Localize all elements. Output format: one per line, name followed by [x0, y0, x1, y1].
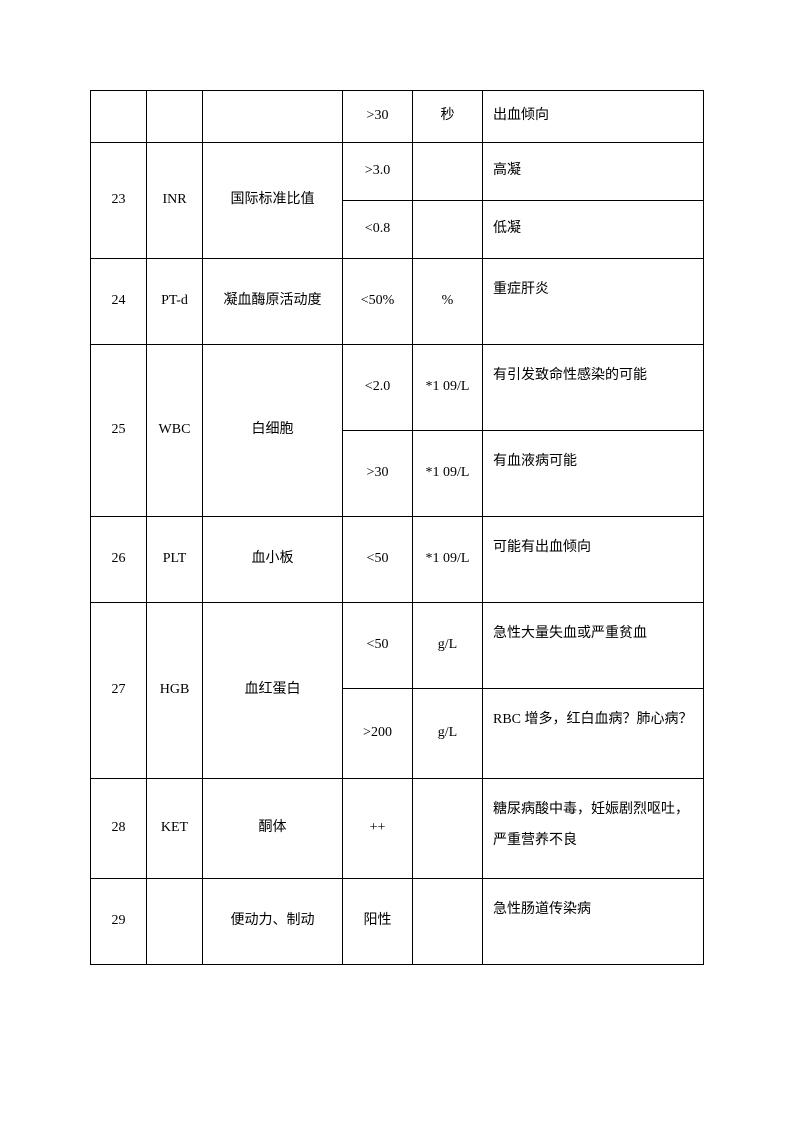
- cell-unit: g/L: [413, 603, 483, 689]
- cell-name: 白细胞: [203, 345, 343, 517]
- cell-unit: [413, 879, 483, 965]
- cell-desc: 重症肝炎: [483, 259, 704, 345]
- cell-desc: 糖尿病酸中毒，妊娠剧烈呕吐，严重营养不良: [483, 779, 704, 879]
- cell-desc: 急性肠道传染病: [483, 879, 704, 965]
- cell-unit: 秒: [413, 91, 483, 143]
- cell-val: >200: [343, 689, 413, 779]
- cell-desc: 出血倾向: [483, 91, 704, 143]
- lab-values-table: >30 秒 出血倾向 23 INR 国际标准比值 >3.0 高凝 <0.8 低凝…: [90, 90, 704, 965]
- cell-desc: 有引发致命性感染的可能: [483, 345, 704, 431]
- cell-unit: *1 09/L: [413, 345, 483, 431]
- cell-desc: 高凝: [483, 143, 704, 201]
- cell-name: 酮体: [203, 779, 343, 879]
- cell-name: [203, 91, 343, 143]
- table-row: 29 便动力、制动 阳性 急性肠道传染病: [91, 879, 704, 965]
- cell-num: 26: [91, 517, 147, 603]
- cell-unit: [413, 143, 483, 201]
- cell-val: <50: [343, 603, 413, 689]
- cell-unit: [413, 201, 483, 259]
- cell-unit: [413, 779, 483, 879]
- cell-val: ++: [343, 779, 413, 879]
- table-row: 23 INR 国际标准比值 >3.0 高凝: [91, 143, 704, 201]
- cell-name: 凝血酶原活动度: [203, 259, 343, 345]
- cell-val: <0.8: [343, 201, 413, 259]
- cell-val: >30: [343, 91, 413, 143]
- cell-name: 血小板: [203, 517, 343, 603]
- cell-val: 阳性: [343, 879, 413, 965]
- cell-desc: 低凝: [483, 201, 704, 259]
- table-row: 25 WBC 白细胞 <2.0 *1 09/L 有引发致命性感染的可能: [91, 345, 704, 431]
- cell-val: >30: [343, 431, 413, 517]
- cell-name: 国际标准比值: [203, 143, 343, 259]
- cell-abbr: [147, 879, 203, 965]
- cell-unit: *1 09/L: [413, 517, 483, 603]
- table-row: >30 秒 出血倾向: [91, 91, 704, 143]
- cell-val: <2.0: [343, 345, 413, 431]
- cell-desc: 有血液病可能: [483, 431, 704, 517]
- table-row: 26 PLT 血小板 <50 *1 09/L 可能有出血倾向: [91, 517, 704, 603]
- cell-num: 24: [91, 259, 147, 345]
- cell-abbr: WBC: [147, 345, 203, 517]
- cell-val: >3.0: [343, 143, 413, 201]
- cell-num: 23: [91, 143, 147, 259]
- cell-name: 血红蛋白: [203, 603, 343, 779]
- cell-abbr: PT-d: [147, 259, 203, 345]
- cell-unit: g/L: [413, 689, 483, 779]
- cell-abbr: PLT: [147, 517, 203, 603]
- table-row: 27 HGB 血红蛋白 <50 g/L 急性大量失血或严重贫血: [91, 603, 704, 689]
- cell-name: 便动力、制动: [203, 879, 343, 965]
- cell-val: <50%: [343, 259, 413, 345]
- cell-abbr: INR: [147, 143, 203, 259]
- cell-abbr: [147, 91, 203, 143]
- cell-abbr: KET: [147, 779, 203, 879]
- cell-num: 28: [91, 779, 147, 879]
- table-row: 28 KET 酮体 ++ 糖尿病酸中毒，妊娠剧烈呕吐，严重营养不良: [91, 779, 704, 879]
- cell-num: 27: [91, 603, 147, 779]
- cell-desc: 急性大量失血或严重贫血: [483, 603, 704, 689]
- cell-val: <50: [343, 517, 413, 603]
- cell-num: [91, 91, 147, 143]
- cell-abbr: HGB: [147, 603, 203, 779]
- table-row: 24 PT-d 凝血酶原活动度 <50% % 重症肝炎: [91, 259, 704, 345]
- cell-desc: RBC 增多，红白血病？肺心病？: [483, 689, 704, 779]
- cell-num: 25: [91, 345, 147, 517]
- cell-desc: 可能有出血倾向: [483, 517, 704, 603]
- cell-unit: *1 09/L: [413, 431, 483, 517]
- cell-num: 29: [91, 879, 147, 965]
- cell-unit: %: [413, 259, 483, 345]
